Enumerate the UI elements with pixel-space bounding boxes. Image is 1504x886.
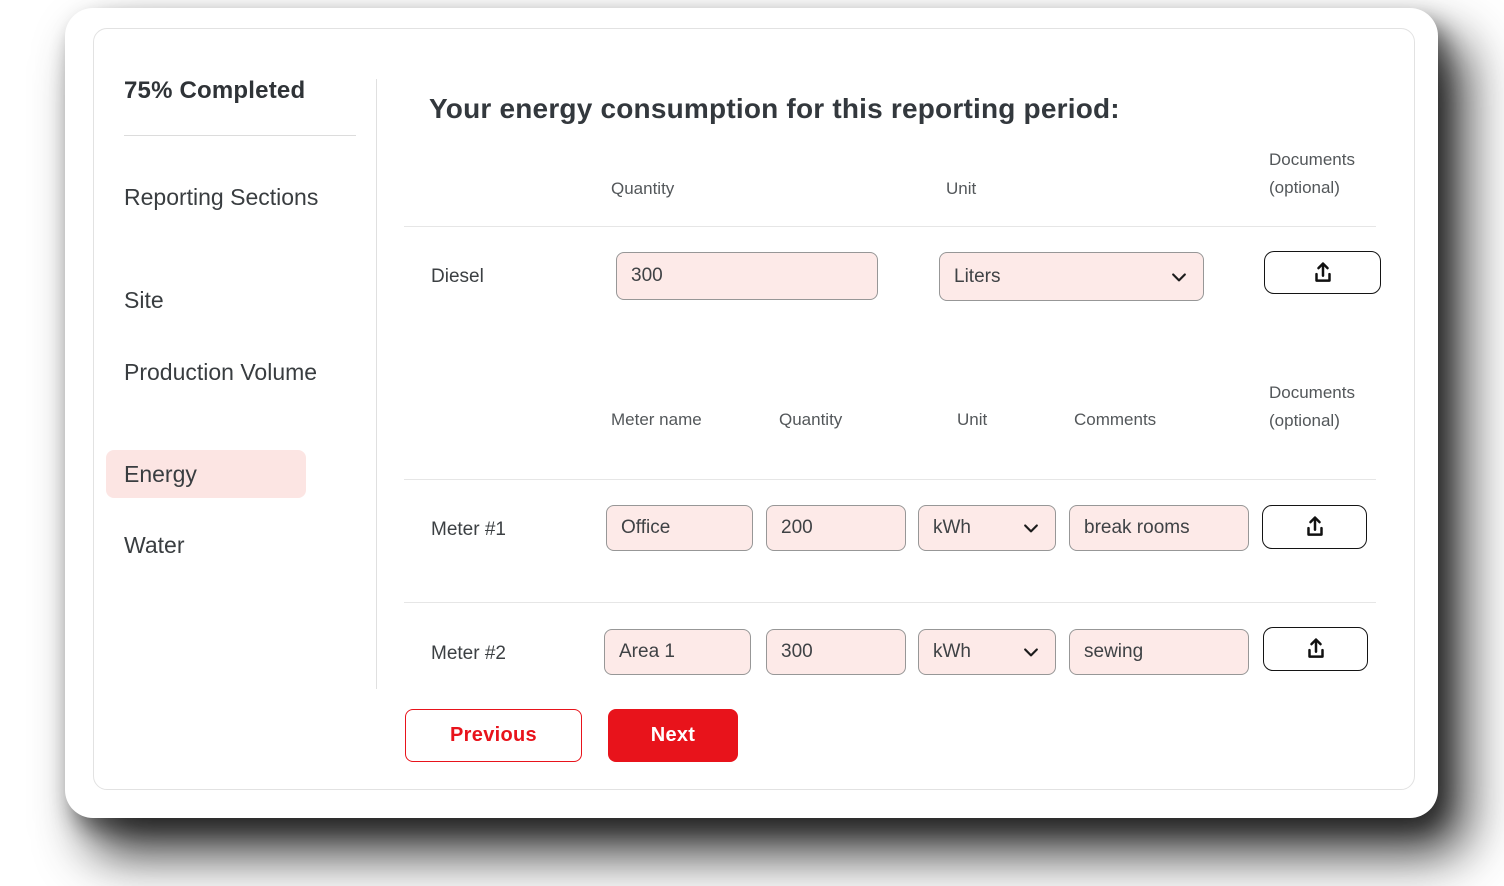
- meter1-unit-value: kWh: [933, 517, 971, 538]
- previous-button[interactable]: Previous: [405, 709, 582, 762]
- meter2-quantity-input[interactable]: [766, 629, 906, 675]
- sidebar-item-water[interactable]: Water: [124, 532, 185, 558]
- sidebar-content-divider: [376, 79, 377, 689]
- diesel-quantity-input[interactable]: [616, 252, 878, 300]
- chevron-down-icon: [1024, 648, 1038, 657]
- meter-header-quantity: Quantity: [779, 410, 843, 429]
- meter2-name-input[interactable]: [604, 629, 751, 675]
- diesel-upload-button[interactable]: [1264, 251, 1381, 294]
- diesel-unit-value: Liters: [954, 265, 1001, 287]
- upload-icon: [1307, 638, 1324, 658]
- meter2-comments-input[interactable]: [1069, 629, 1249, 675]
- divider: [404, 226, 1376, 227]
- next-button[interactable]: Next: [608, 709, 738, 762]
- chevron-down-icon: [1172, 272, 1186, 281]
- meter1-unit-select[interactable]: kWh: [918, 505, 1056, 551]
- upload-icon: [1306, 516, 1323, 536]
- page-title: Your energy consumption for this reporti…: [429, 93, 1120, 124]
- progress-label: 75% Completed: [124, 77, 306, 104]
- divider: [404, 602, 1376, 603]
- meter1-quantity-input[interactable]: [766, 505, 906, 551]
- fuel-row-label-diesel: Diesel: [431, 266, 484, 287]
- sidebar-item-site[interactable]: Site: [124, 287, 164, 313]
- meter1-comments-input[interactable]: [1069, 505, 1249, 551]
- chevron-down-icon: [1024, 524, 1038, 533]
- divider: [404, 479, 1376, 480]
- sidebar-item-production-volume[interactable]: Production Volume: [124, 359, 318, 385]
- meter-header-comments: Comments: [1074, 410, 1157, 429]
- sidebar-divider: [124, 135, 356, 136]
- meter-header-unit: Unit: [957, 410, 988, 429]
- meter-header-name: Meter name: [611, 410, 702, 429]
- meter1-upload-button[interactable]: [1262, 505, 1367, 549]
- fuel-header-unit: Unit: [946, 179, 977, 198]
- fuel-header-documents: Documents (optional): [1269, 150, 1355, 197]
- report-card: 75% Completed Reporting Sections Site Pr…: [65, 8, 1438, 818]
- report-card-inner: 75% Completed Reporting Sections Site Pr…: [93, 28, 1415, 790]
- diesel-unit-select[interactable]: Liters: [939, 252, 1204, 301]
- meter-header-documents: Documents (optional): [1269, 383, 1355, 430]
- meter2-row-label: Meter #2: [431, 643, 506, 664]
- meter2-unit-select[interactable]: kWh: [918, 629, 1056, 675]
- sidebar-item-reporting-sections[interactable]: Reporting Sections: [124, 184, 319, 210]
- fuel-header-quantity: Quantity: [611, 179, 675, 198]
- sidebar-item-energy[interactable]: Energy: [106, 450, 306, 498]
- meter2-upload-button[interactable]: [1263, 627, 1368, 671]
- upload-icon: [1314, 261, 1331, 282]
- meter2-unit-value: kWh: [933, 641, 971, 662]
- sidebar-item-energy-label: Energy: [124, 460, 197, 487]
- meter1-row-label: Meter #1: [431, 519, 506, 540]
- meter1-name-input[interactable]: [606, 505, 753, 551]
